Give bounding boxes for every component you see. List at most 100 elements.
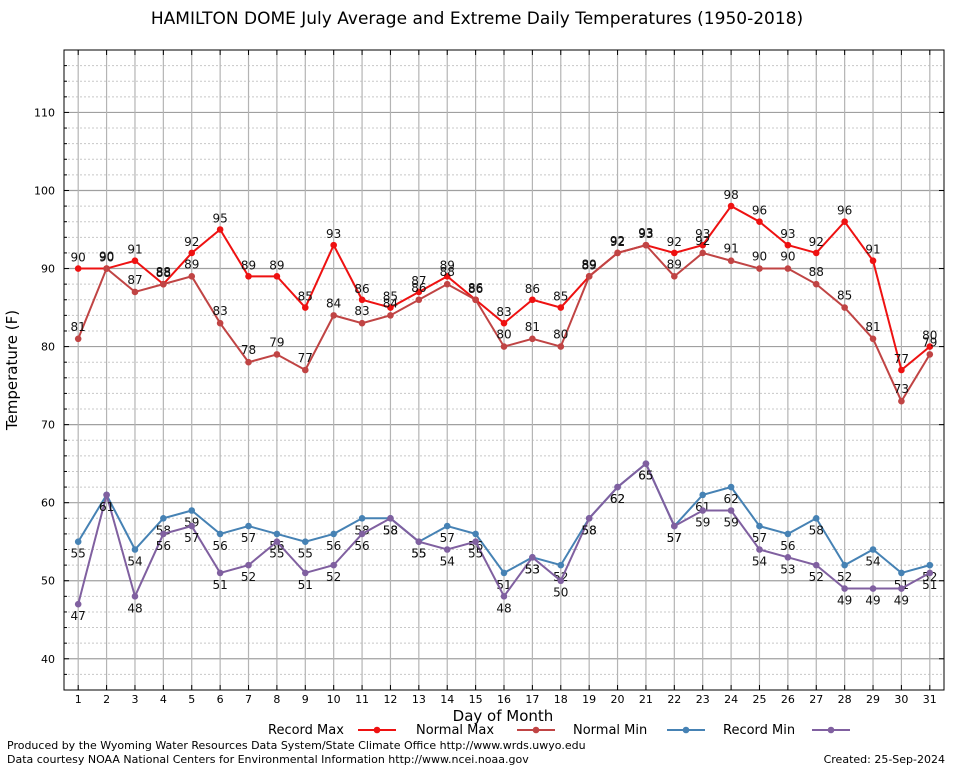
- footer-produced-by: Produced by the Wyoming Water Resources …: [7, 739, 586, 752]
- y-tick-label: 110: [34, 106, 55, 119]
- record-max-data-label: 80: [922, 329, 937, 343]
- record-min-point: [443, 546, 451, 553]
- normal-min-data-label: 57: [241, 531, 256, 545]
- normal-min-point: [500, 569, 508, 577]
- normal-min-point: [812, 514, 820, 522]
- x-tick-label: 5: [188, 693, 195, 706]
- normal-min-data-label: 54: [127, 555, 142, 569]
- record-max-point: [699, 241, 707, 249]
- record-min-data-label: 59: [723, 515, 738, 529]
- record-min-point: [529, 554, 536, 561]
- record-min-point: [812, 561, 820, 569]
- record-max-data-label: 96: [837, 204, 852, 218]
- normal-min-point: [841, 561, 848, 569]
- normal-max-data-label: 92: [695, 234, 710, 248]
- normal-max-data-label: 81: [865, 320, 880, 334]
- x-tick-label: 4: [160, 693, 167, 706]
- normal-min-point: [869, 546, 877, 553]
- normal-max-point: [245, 358, 252, 366]
- normal-min-point: [443, 522, 451, 530]
- record-min-data-label: 53: [780, 562, 795, 576]
- record-max-point: [301, 304, 309, 311]
- record-min-data-label: 48: [127, 601, 142, 615]
- record-max-data-label: 93: [326, 227, 341, 241]
- x-tick-label: 3: [131, 693, 138, 706]
- record-max-point: [245, 273, 252, 280]
- y-tick-label: 100: [34, 184, 55, 197]
- x-tick-label: 19: [582, 693, 596, 706]
- normal-min-data-label: 59: [184, 515, 199, 529]
- x-axis-label: Day of Month: [453, 707, 554, 725]
- normal-max-data-label: 87: [127, 273, 142, 287]
- record-min-point: [131, 593, 139, 600]
- x-tick-label: 11: [355, 693, 369, 706]
- normal-max-data-label: 85: [837, 289, 852, 303]
- normal-max-point: [812, 280, 820, 288]
- record-max-data-label: 90: [99, 251, 114, 265]
- record-min-point: [898, 585, 905, 592]
- record-max-point: [188, 249, 196, 257]
- record-max-point: [812, 249, 820, 257]
- normal-max-point: [330, 312, 337, 319]
- normal-max-data-label: 88: [440, 265, 455, 279]
- record-min-data-label: 61: [99, 500, 114, 514]
- legend-layer: Record Max Normal Max Normal Min Record Min: [268, 723, 850, 738]
- x-tick-label: 29: [866, 693, 880, 706]
- normal-min-data-label: 55: [71, 547, 86, 561]
- record-max-data-label: 95: [212, 212, 227, 226]
- normal-max-point: [273, 351, 281, 358]
- normal-min-data-label: 52: [922, 570, 937, 584]
- record-max-data-label: 93: [638, 227, 653, 241]
- normal-min-data-label: 58: [354, 523, 369, 537]
- x-tick-label: 17: [525, 693, 539, 706]
- x-tick-label: 13: [412, 693, 426, 706]
- x-tick-label: 14: [440, 693, 454, 706]
- record-min-point: [841, 585, 848, 592]
- x-tick-label: 22: [667, 693, 681, 706]
- series-layer: 90 90 91 88 92 95 89 89 85 93 86 85 87 89 86 83 86 85 89 92…: [71, 188, 938, 623]
- record-min-data-label: 54: [752, 555, 767, 569]
- normal-min-point: [699, 491, 707, 499]
- normal-min-point: [926, 561, 934, 569]
- record-max-data-label: 89: [241, 258, 256, 272]
- normal-max-point: [216, 319, 224, 327]
- normal-min-data-label: 56: [326, 539, 341, 553]
- record-max-data-label: 83: [496, 305, 511, 319]
- record-max-data-label: 92: [184, 235, 199, 249]
- record-min-point: [614, 483, 621, 491]
- x-tick-label: 21: [639, 693, 653, 706]
- record-max-point: [358, 296, 366, 304]
- record-min-data-label: 55: [269, 547, 284, 561]
- normal-max-point: [529, 335, 536, 343]
- y-tick-label: 40: [41, 653, 55, 666]
- record-max-data-label: 91: [865, 243, 880, 257]
- normal-max-point: [160, 280, 167, 288]
- record-min-data-label: 59: [695, 515, 710, 529]
- record-max-data-label: 86: [525, 282, 540, 296]
- record-max-point: [557, 304, 565, 311]
- normal-max-data-label: 80: [553, 328, 568, 342]
- record-max-point: [529, 296, 536, 304]
- y-tick-label: 70: [41, 419, 55, 432]
- normal-max-data-label: 77: [298, 351, 313, 365]
- x-tick-label: 24: [724, 693, 738, 706]
- legend-marker-record-max: [373, 726, 381, 734]
- record-max-point: [74, 265, 82, 272]
- normal-min-data-label: 55: [411, 547, 426, 561]
- record-min-point: [245, 561, 252, 569]
- record-max-point: [273, 273, 281, 280]
- record-max-data-label: 96: [752, 204, 767, 218]
- normal-max-data-label: 90: [752, 250, 767, 264]
- legend-marker-normal-min: [682, 726, 690, 734]
- x-tick-label: 9: [302, 693, 309, 706]
- normal-max-point: [756, 265, 763, 272]
- record-min-data-label: 52: [241, 570, 256, 584]
- legend-label-normal-max: Normal Max: [416, 723, 494, 738]
- normal-min-point: [188, 507, 196, 514]
- record-max-point: [387, 304, 394, 311]
- x-tick-label: 20: [611, 693, 625, 706]
- normal-max-data-label: 79: [269, 335, 284, 349]
- normal-max-data-label: 90: [780, 250, 795, 264]
- normal-max-data-label: 93: [638, 226, 653, 240]
- normal-min-data-label: 57: [440, 531, 455, 545]
